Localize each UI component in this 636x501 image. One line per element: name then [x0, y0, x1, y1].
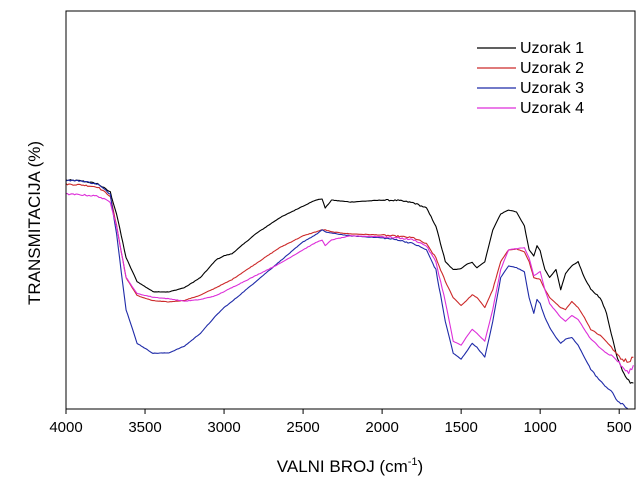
x-tick-label: 2000 — [365, 419, 398, 436]
series-line-uzorak-3 — [66, 179, 629, 409]
series-line-uzorak-2 — [66, 183, 634, 363]
legend-label: Uzorak 1 — [520, 40, 584, 57]
x-tick-label: 2500 — [286, 419, 319, 436]
series-layer — [66, 179, 634, 409]
y-axis-label: TRANSMITACIJA (%) — [25, 141, 44, 305]
legend: Uzorak 1 Uzorak 2 Uzorak 3 Uzorak 4 — [477, 40, 584, 117]
x-tick-label: 1000 — [523, 419, 556, 436]
series-line-uzorak-4 — [66, 193, 634, 375]
x-tick-label: 3500 — [128, 419, 161, 436]
x-tick-label: 500 — [607, 419, 632, 436]
x-tick-label: 1500 — [444, 419, 477, 436]
legend-label: Uzorak 3 — [520, 80, 584, 97]
x-tick-label: 4000 — [49, 419, 82, 436]
x-tick-label: 3000 — [207, 419, 240, 436]
legend-label: Uzorak 4 — [520, 100, 584, 117]
x-axis-label: VALNI BROJ (cm-1) — [277, 456, 423, 476]
series-line-uzorak-1 — [66, 179, 634, 384]
x-axis-ticks: 4000 3500 3000 2500 2000 1500 1000 500 — [49, 409, 632, 436]
legend-label: Uzorak 2 — [520, 60, 584, 77]
plot-frame — [65, 10, 636, 410]
